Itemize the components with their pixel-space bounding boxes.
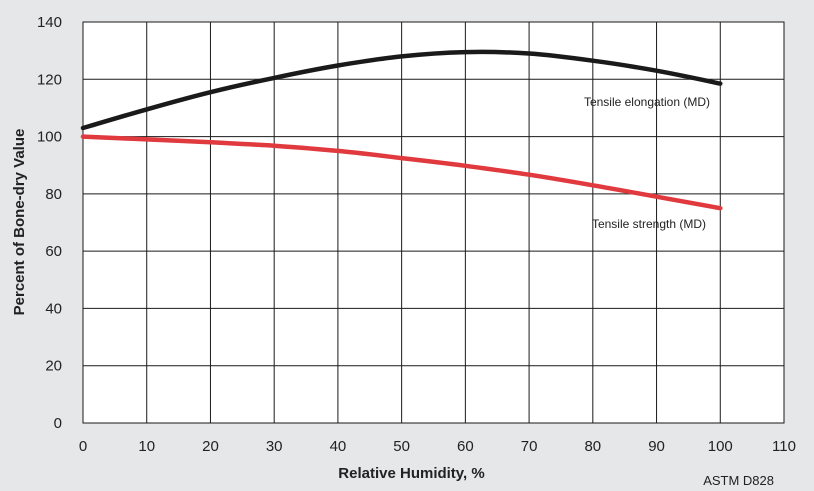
x-tick-label: 50: [393, 438, 410, 455]
label-tensile-strength: Tensile strength (MD): [592, 217, 706, 231]
x-tick-label: 60: [457, 438, 474, 455]
x-axis-title: Relative Humidity, %: [338, 465, 484, 482]
y-tick-label: 40: [45, 300, 62, 317]
y-tick-label: 0: [54, 415, 62, 432]
y-tick-label: 120: [37, 71, 62, 88]
x-tick-label: 80: [584, 438, 601, 455]
y-tick-label: 60: [45, 243, 62, 260]
x-tick-label: 10: [138, 438, 155, 455]
x-tick-label: 90: [648, 438, 665, 455]
y-tick-label: 100: [37, 129, 62, 146]
y-axis-title: Percent of Bone-dry Value: [11, 129, 28, 316]
x-tick-label: 30: [266, 438, 283, 455]
x-tick-label: 70: [521, 438, 538, 455]
label-tensile-elongation: Tensile elongation (MD): [584, 95, 710, 109]
x-tick-label: 40: [330, 438, 347, 455]
y-tick-label: 140: [37, 14, 62, 31]
source-note: ASTM D828: [703, 473, 774, 488]
x-tick-label: 100: [708, 438, 733, 455]
x-tick-label: 0: [79, 438, 87, 455]
x-tick-label: 20: [202, 438, 219, 455]
y-tick-labels: 0 20 40 60 80 100 120 140: [37, 14, 62, 432]
x-tick-labels: 0 10 20 30 40 50 60 70 80 90 100 110: [79, 438, 796, 455]
x-tick-label: 110: [772, 438, 796, 455]
y-tick-label: 20: [45, 358, 62, 375]
y-tick-label: 80: [45, 186, 62, 203]
